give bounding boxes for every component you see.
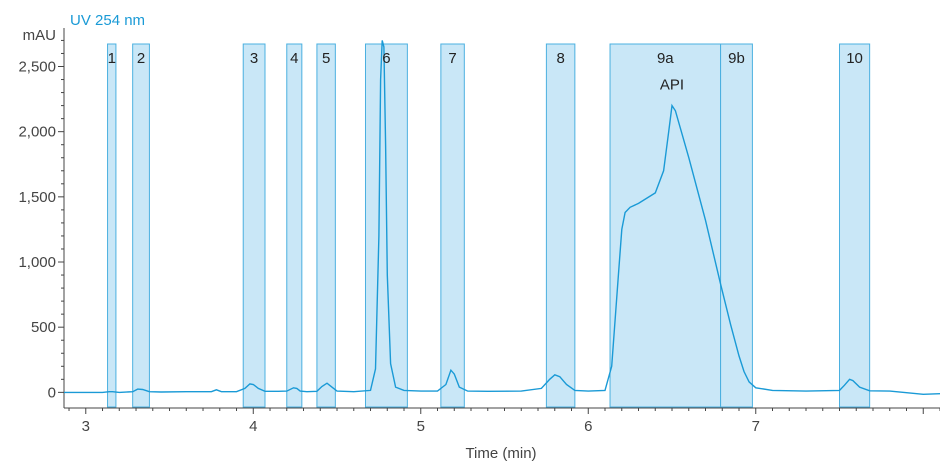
fraction-region-9a [609,43,722,408]
y-tick-label: 1,000 [18,254,56,271]
fraction-region-10 [839,43,871,408]
x-tick-label: 4 [249,418,257,435]
fraction-label-6: 6 [382,50,390,67]
fraction-label-10: 10 [846,50,863,67]
fraction-label-2: 2 [137,50,145,67]
axes: 0 500 1,000 1,500 2,000 2,500 3 4 5 6 7 [18,28,940,435]
fraction-label-8: 8 [556,50,564,67]
fraction-region-3 [242,43,266,408]
series-label: UV 254 nm [70,12,145,29]
fraction-regions [107,43,871,408]
fraction-region-2 [132,43,150,408]
y-tick-label: 500 [31,319,56,336]
chart-labels: 1 2 3 4 5 6 7 8 9a 9b 10 API [108,50,863,93]
fraction-label-4: 4 [290,50,298,67]
y-axis-title: mAU [23,27,56,44]
y-tick-label: 1,500 [18,189,56,206]
fraction-label-5: 5 [322,50,330,67]
y-tick-label: 0 [48,384,56,401]
uv-trace-line [64,40,940,396]
fraction-region-8 [545,43,576,408]
fraction-region-9b [720,43,753,408]
y-tick-label: 2,000 [18,124,56,141]
fraction-region-5 [316,43,336,408]
x-tick-label: 5 [417,418,425,435]
fraction-label-3: 3 [250,50,258,67]
y-tick-label: 2,500 [18,58,56,75]
fraction-label-1: 1 [108,50,116,67]
x-tick-label: 3 [82,418,90,435]
x-tick-label: 6 [584,418,592,435]
fraction-region-4 [286,43,303,408]
x-axis-title: Time (min) [465,445,536,462]
fraction-label-9b: 9b [728,50,745,67]
fraction-label-7: 7 [448,50,456,67]
annotation-api: API [660,76,684,93]
x-tick-label: 7 [752,418,760,435]
fraction-label-9a: 9a [657,50,674,67]
fraction-region-7 [440,43,465,408]
fraction-region-1 [107,43,117,408]
